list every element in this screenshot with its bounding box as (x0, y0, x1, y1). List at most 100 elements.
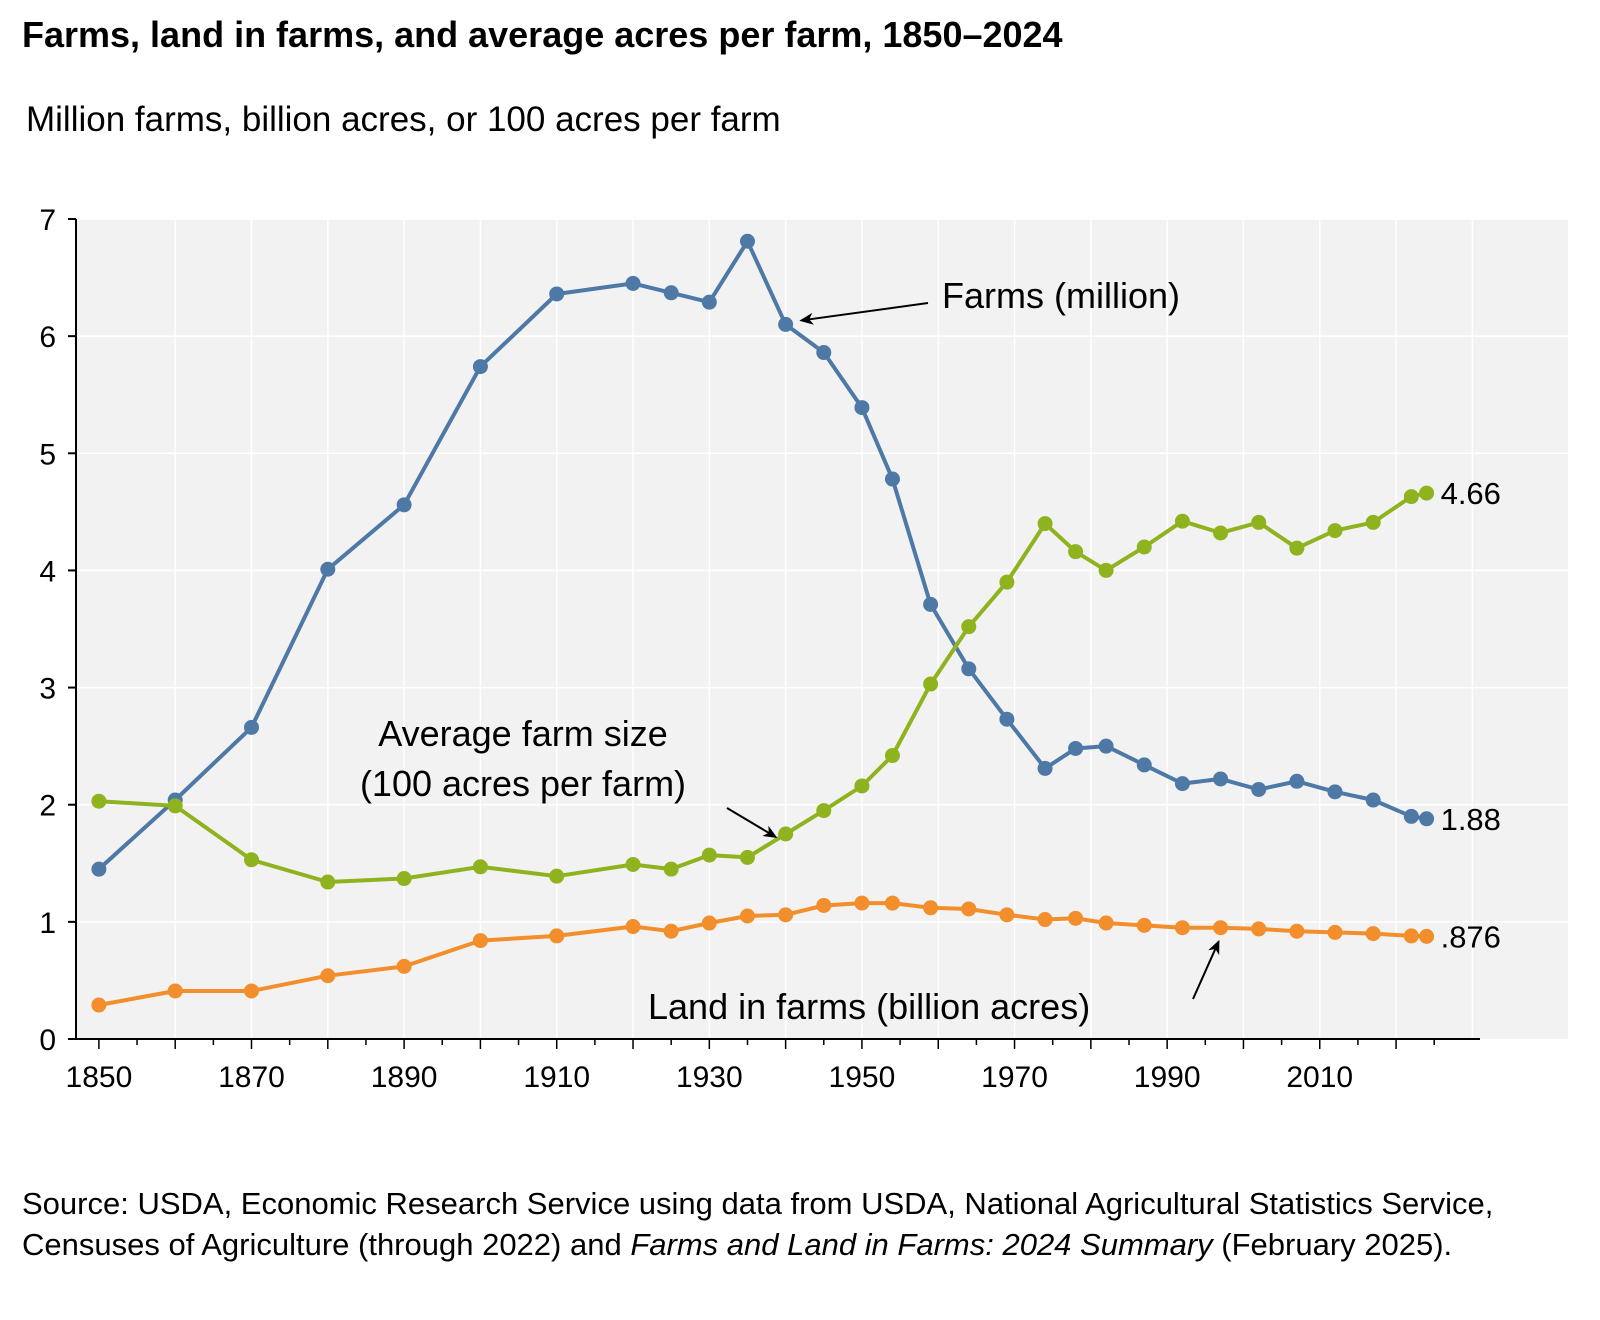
annotation-land: Land in farms (billion acres) (648, 986, 1090, 1027)
y-tick-label: 2 (39, 790, 56, 823)
data-point-size (961, 619, 977, 635)
data-point-land (1365, 926, 1381, 942)
data-point-land (91, 997, 107, 1013)
y-tick-label: 5 (39, 438, 56, 471)
x-tick-label: 1870 (218, 1061, 285, 1094)
data-point-size (1068, 544, 1084, 560)
source-text: Source: USDA, Economic Research Service … (22, 1186, 1494, 1262)
data-point-farms (1403, 808, 1419, 824)
data-point-size (663, 861, 679, 877)
data-point-farms (625, 275, 641, 291)
end-label-size: 4.66 (1441, 476, 1501, 511)
data-point-farms (91, 861, 107, 877)
data-point-size (884, 748, 900, 764)
data-point-size (816, 803, 832, 819)
data-point-size (167, 798, 183, 814)
data-point-farms (1365, 792, 1381, 808)
data-point-land (549, 928, 565, 944)
data-point-farms (778, 316, 794, 332)
data-point-land (1037, 912, 1053, 928)
x-tick-label: 1910 (523, 1061, 590, 1094)
data-point-farms (1289, 773, 1305, 789)
data-point-land (625, 919, 641, 935)
annotation-farms: Farms (million) (942, 275, 1180, 316)
data-point-farms (961, 661, 977, 677)
data-point-farms (884, 471, 900, 487)
y-tick-label: 6 (39, 321, 56, 354)
data-point-size (1419, 485, 1435, 501)
y-tick-label: 0 (39, 1024, 56, 1057)
data-point-land (1289, 923, 1305, 939)
data-point-farms (663, 285, 679, 301)
data-point-size (320, 874, 336, 890)
data-point-size (1037, 516, 1053, 532)
data-point-farms (923, 596, 939, 612)
data-point-farms (1327, 784, 1343, 800)
annotations: Farms (million) Average farm size (100 acr… (360, 275, 1220, 1027)
data-point-farms (472, 359, 488, 375)
data-point-size (549, 868, 565, 884)
data-point-size (701, 847, 717, 863)
x-tick-label: 1930 (676, 1061, 743, 1094)
data-point-size (396, 871, 412, 887)
source-publication: Farms and Land in Farms: 2024 Summary (630, 1227, 1213, 1262)
data-point-size (1365, 514, 1381, 530)
axes: 0 1 2 3 4 5 6 7 1850 1870 1890 1910 1930 1950 1970 1990… (39, 204, 1480, 1094)
data-point-farms (701, 294, 717, 310)
data-point-land (1174, 920, 1190, 936)
data-point-size (1403, 489, 1419, 505)
data-point-farms (1136, 757, 1152, 773)
data-point-land (1068, 910, 1084, 926)
data-point-land (923, 900, 939, 916)
data-point-farms (816, 345, 832, 361)
end-label-farms: 1.88 (1441, 802, 1501, 837)
gridlines (76, 218, 1568, 1039)
data-point-land (244, 983, 259, 999)
annotation-arrow-farms (799, 302, 929, 325)
data-point-farms (1174, 776, 1190, 792)
data-point-farms (854, 400, 870, 416)
data-point-size (999, 574, 1015, 590)
data-point-land (1327, 924, 1343, 940)
data-point-size (1136, 539, 1152, 555)
data-point-land (320, 968, 336, 984)
data-point-land (701, 915, 717, 931)
data-point-land (1403, 928, 1419, 944)
x-tick-label: 1850 (66, 1061, 133, 1094)
data-point-farms (1251, 781, 1267, 797)
data-point-land (1251, 921, 1267, 937)
y-tick-label: 4 (39, 555, 56, 588)
data-point-farms (999, 711, 1015, 727)
series-land: .876 (91, 895, 1501, 1013)
data-point-size (91, 793, 107, 809)
data-point-size (1213, 525, 1229, 541)
data-point-farms (1098, 738, 1114, 754)
data-point-size (923, 676, 939, 692)
data-point-farms (549, 286, 565, 302)
chart-title: Farms, land in farms, and average acres … (22, 14, 1063, 55)
data-point-land (1213, 920, 1229, 936)
data-point-land (778, 907, 794, 923)
data-point-farms (396, 497, 412, 513)
data-point-land (1098, 915, 1114, 931)
data-point-size (739, 849, 755, 865)
data-point-land (167, 983, 183, 999)
annotation-size-line1: Average farm size (378, 713, 667, 754)
annotation-arrow-size (726, 807, 778, 839)
series-size: 4.66 (91, 476, 1501, 890)
data-point-land (472, 933, 488, 949)
source-date: (February 2025). (1212, 1227, 1453, 1262)
data-point-land (884, 895, 900, 911)
data-point-size (1251, 514, 1267, 530)
data-point-size (244, 852, 259, 868)
y-tick-label: 1 (39, 907, 56, 940)
y-tick-label: 3 (39, 673, 56, 706)
series-group: 1.88 4.66 .876 (91, 233, 1501, 1013)
data-point-farms (244, 719, 259, 735)
data-point-farms (1037, 760, 1053, 776)
data-point-land (854, 895, 870, 911)
source-note: Source: USDA, Economic Research Service … (22, 1183, 1582, 1265)
data-point-size (625, 856, 641, 872)
data-point-size (472, 859, 488, 875)
